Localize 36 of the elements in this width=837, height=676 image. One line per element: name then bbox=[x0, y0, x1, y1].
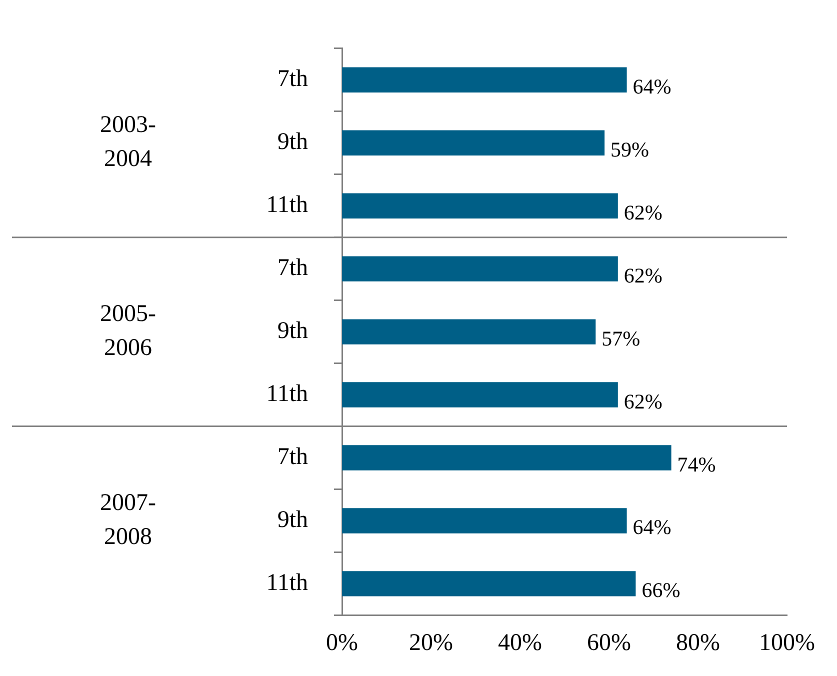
bar bbox=[342, 571, 636, 596]
y-tick-label: 9th bbox=[277, 129, 308, 156]
data-label: 62% bbox=[624, 200, 662, 224]
bar bbox=[342, 256, 618, 282]
y-tick-label: 9th bbox=[277, 507, 308, 534]
data-label: 62% bbox=[624, 389, 662, 414]
bar bbox=[342, 67, 627, 92]
y-tick-label: 9th bbox=[277, 318, 308, 344]
y-tick-label: 11th bbox=[266, 381, 308, 408]
bar bbox=[342, 508, 627, 534]
y-tick-label: 7th bbox=[277, 255, 308, 282]
data-label: 57% bbox=[602, 326, 640, 350]
text: 2007-2008 bbox=[100, 490, 156, 550]
x-tick-label: 0% bbox=[326, 630, 358, 656]
data-label: 59% bbox=[610, 137, 650, 162]
x-tick-label: 60% bbox=[587, 630, 631, 656]
data-label: 62% bbox=[624, 263, 662, 288]
y-tick-label: 11th bbox=[266, 192, 308, 218]
data-label: 64% bbox=[632, 515, 672, 540]
bar bbox=[342, 382, 618, 408]
data-label: 74% bbox=[677, 452, 716, 476]
bar bbox=[342, 319, 596, 344]
y-tick-label: 11th bbox=[266, 570, 308, 596]
x-tick-label: 100% bbox=[759, 630, 816, 656]
text: 2003-2004 bbox=[100, 112, 156, 172]
bar bbox=[342, 445, 672, 470]
bar bbox=[342, 193, 618, 218]
text: 2005-2006 bbox=[100, 301, 156, 362]
x-tick-label: 20% bbox=[409, 630, 453, 656]
bar bbox=[342, 130, 605, 156]
y-tick-label: 7th bbox=[277, 444, 308, 470]
data-label: 66% bbox=[642, 578, 680, 602]
x-tick-label: 40% bbox=[498, 630, 542, 656]
y-tick-label: 7th bbox=[277, 66, 308, 92]
x-tick-label: 80% bbox=[676, 630, 720, 656]
data-label: 64% bbox=[632, 74, 672, 98]
